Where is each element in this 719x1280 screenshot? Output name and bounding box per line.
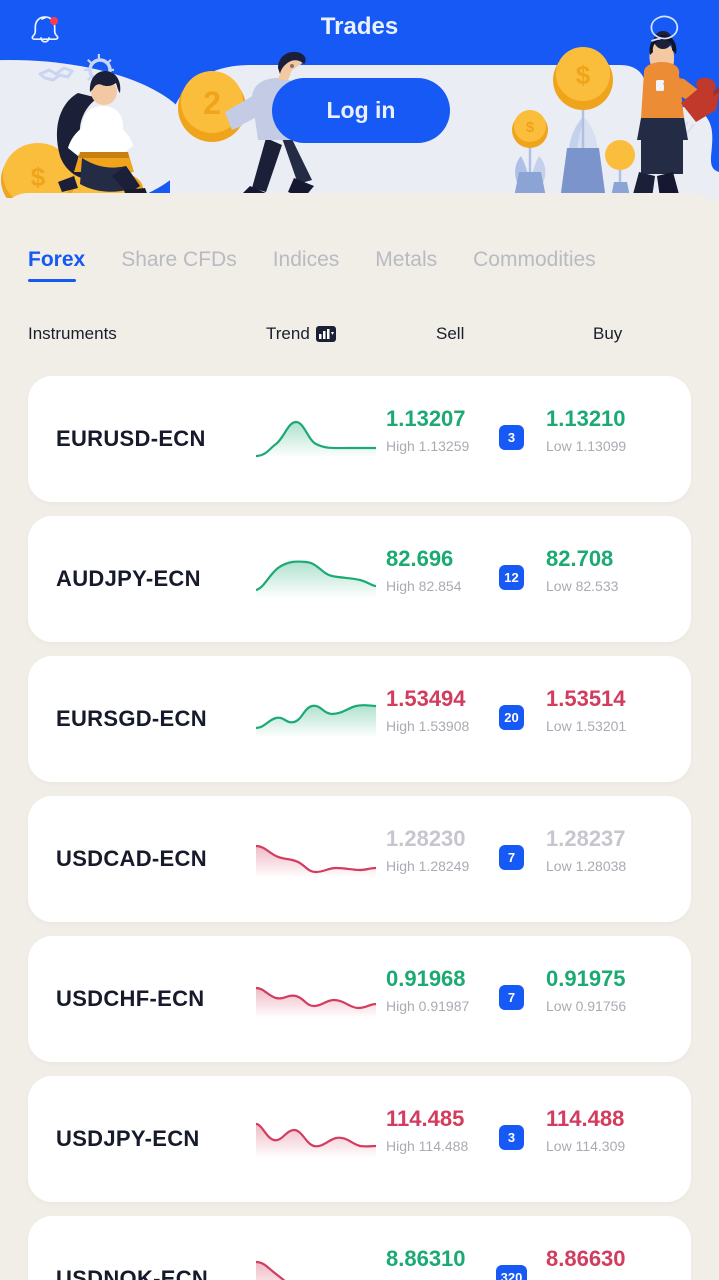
svg-text:$: $	[576, 60, 591, 90]
svg-text:$: $	[526, 119, 535, 136]
